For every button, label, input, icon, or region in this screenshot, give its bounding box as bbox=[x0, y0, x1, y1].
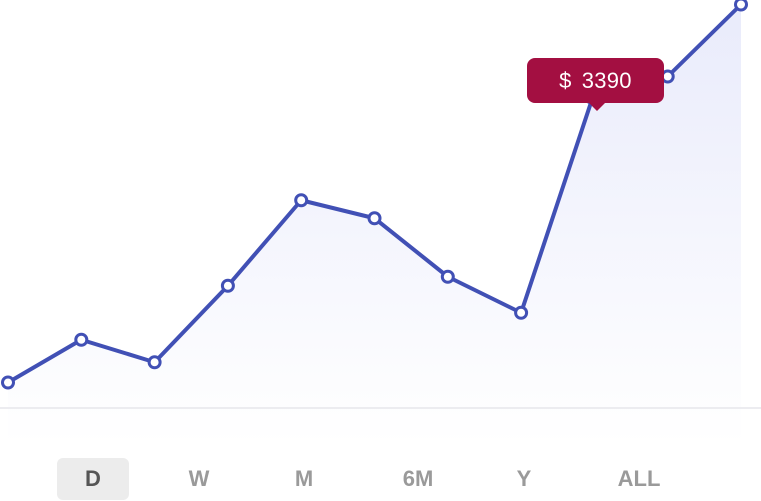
tab-6m[interactable]: 6M bbox=[402, 466, 434, 491]
price-chart: $ 3390 bbox=[0, 0, 761, 445]
tab-all[interactable]: ALL bbox=[617, 466, 661, 491]
data-point[interactable] bbox=[1, 375, 15, 390]
data-point[interactable] bbox=[440, 269, 455, 284]
data-point[interactable] bbox=[147, 355, 162, 370]
tab-d[interactable]: D bbox=[57, 458, 129, 500]
data-point[interactable] bbox=[294, 193, 309, 208]
data-point[interactable] bbox=[74, 332, 89, 347]
time-range-tabs: D W M 6M Y ALL bbox=[0, 456, 761, 501]
tab-w[interactable]: W bbox=[188, 466, 210, 491]
chart-svg bbox=[0, 0, 761, 445]
data-point[interactable] bbox=[367, 211, 382, 226]
tab-y[interactable]: Y bbox=[516, 466, 532, 491]
data-point[interactable] bbox=[514, 305, 529, 320]
tooltip-currency: $ bbox=[559, 67, 572, 93]
tooltip-value: 3390 bbox=[581, 67, 632, 93]
value-tooltip: $ 3390 bbox=[527, 58, 664, 111]
data-point[interactable] bbox=[734, 0, 748, 12]
data-point[interactable] bbox=[220, 278, 235, 293]
tab-m[interactable]: M bbox=[294, 466, 314, 491]
